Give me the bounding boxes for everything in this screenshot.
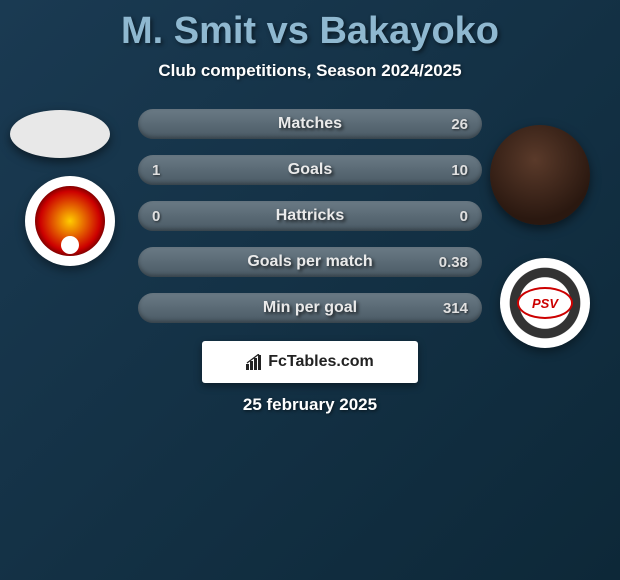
stat-left-value: 1	[152, 162, 160, 179]
stat-right-value: 10	[451, 162, 468, 179]
club-right-crest: PSV	[517, 287, 573, 319]
club-left-crest	[35, 186, 105, 256]
stat-label: Hattricks	[138, 207, 482, 225]
chart-icon	[246, 354, 264, 370]
page-title: M. Smit vs Bakayoko	[0, 0, 620, 61]
stat-left-value: 0	[152, 208, 160, 225]
stat-label: Goals per match	[138, 253, 482, 271]
stat-row-hattricks: 0 Hattricks 0	[138, 201, 482, 231]
stat-row-matches: Matches 26	[138, 109, 482, 139]
stat-label: Min per goal	[138, 299, 482, 317]
date-text: 25 february 2025	[0, 395, 620, 415]
brand-text: FcTables.com	[268, 353, 374, 371]
stat-right-value: 0	[460, 208, 468, 225]
stat-label: Matches	[138, 115, 482, 133]
stat-label: Goals	[138, 161, 482, 179]
stats-container: Matches 26 1 Goals 10 0 Hattricks 0 Goal…	[138, 109, 482, 323]
stat-right-value: 26	[451, 116, 468, 133]
club-left-badge	[25, 176, 115, 266]
player-left-photo	[10, 110, 110, 158]
stat-right-value: 0.38	[439, 254, 468, 271]
stat-row-goals-per-match: Goals per match 0.38	[138, 247, 482, 277]
stat-row-goals: 1 Goals 10	[138, 155, 482, 185]
page-subtitle: Club competitions, Season 2024/2025	[0, 61, 620, 81]
stat-row-min-per-goal: Min per goal 314	[138, 293, 482, 323]
player-right-photo	[490, 125, 590, 225]
stat-right-value: 314	[443, 300, 468, 317]
brand-box: FcTables.com	[202, 341, 418, 383]
club-right-badge: PSV	[500, 258, 590, 348]
